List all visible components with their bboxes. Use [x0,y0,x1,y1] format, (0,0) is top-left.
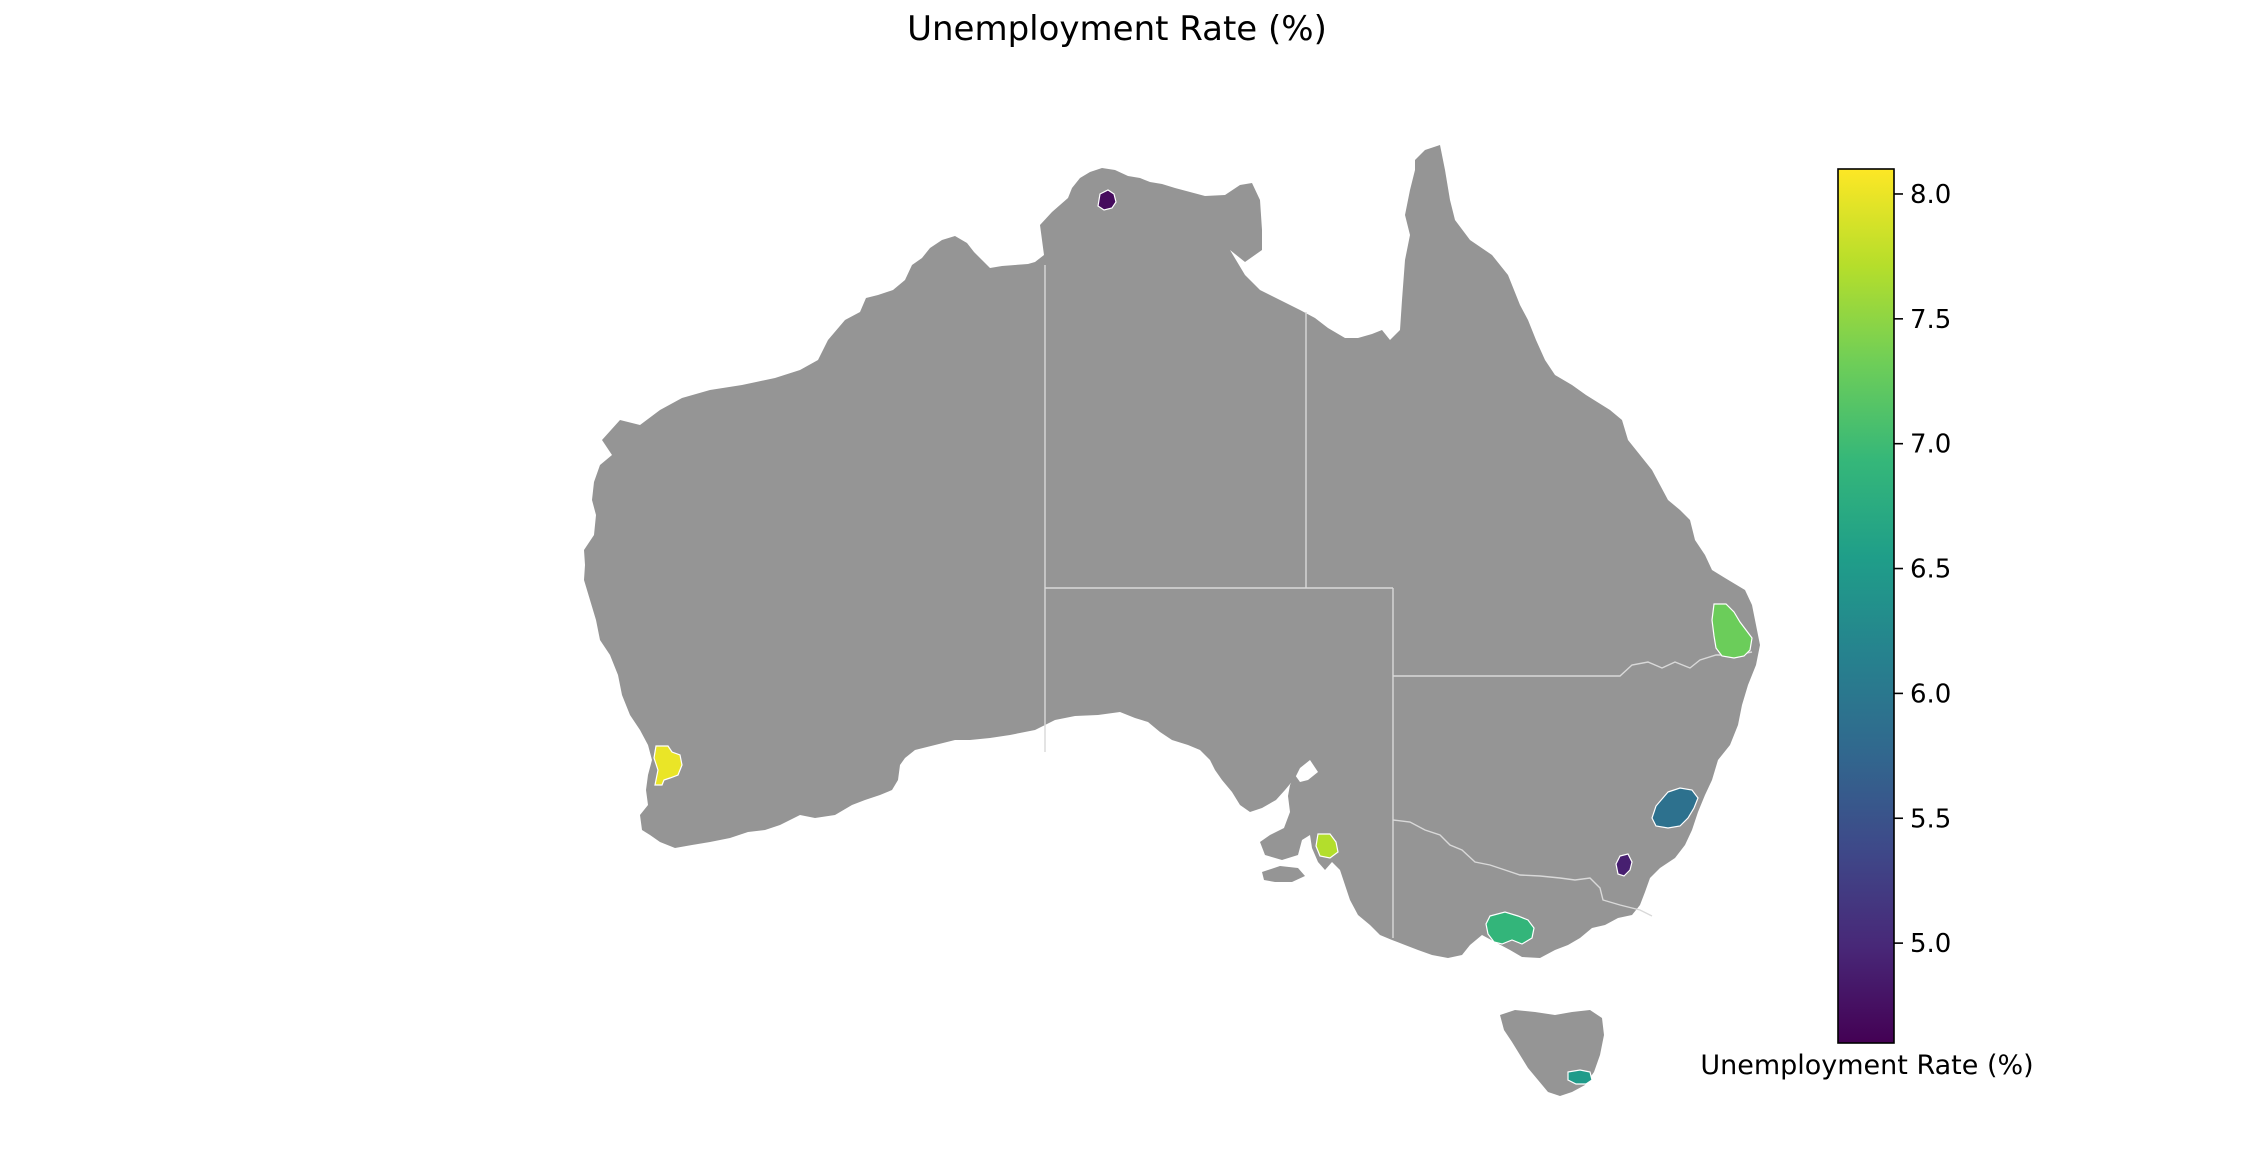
region-melbourne[interactable] [1485,911,1535,945]
nsw-vic-border [1392,819,1653,917]
colorbar-bar [1837,168,1895,1044]
data-regions [653,189,1753,1085]
australia-landmass [584,145,1760,1096]
region-darwin[interactable] [1097,189,1117,211]
kangaroo-island [1262,866,1305,882]
colorbar-label: Unemployment Rate (%) [1700,1050,2033,1081]
region-hobart[interactable] [1567,1069,1593,1085]
colorbar: 5.0 5.5 6.0 6.5 7.0 7.5 8.0 Unemployment Rate … [1700,168,2034,1081]
region-adelaide[interactable] [1315,833,1339,859]
region-sydney[interactable] [1651,787,1699,829]
colorbar-tick-label: 5.5 [1910,804,1951,834]
region-brisbane[interactable] [1711,603,1753,659]
colorbar-tick-label: 7.5 [1910,305,1951,335]
colorbar-tick-label: 7.0 [1910,430,1951,460]
region-perth[interactable] [653,745,683,786]
colorbar-ticks: 5.0 5.5 6.0 6.5 7.0 7.5 8.0 [1894,180,1951,959]
chart-title: Unemployment Rate (%) [907,9,1327,49]
region-canberra[interactable] [1615,853,1633,877]
colorbar-tick-label: 8.0 [1910,180,1951,210]
colorbar-tick-label: 6.5 [1910,555,1951,585]
mainland-australia [584,145,1760,958]
colorbar-tick-label: 5.0 [1910,929,1951,959]
colorbar-tick-label: 6.0 [1910,679,1951,709]
